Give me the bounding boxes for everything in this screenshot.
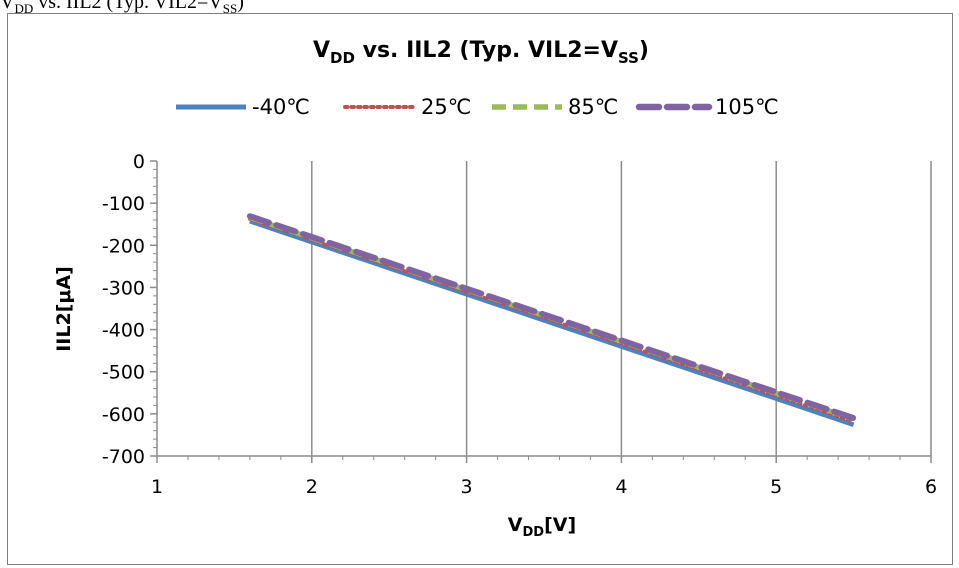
y-tick-label: -200 <box>102 235 145 257</box>
legend-label: 85℃ <box>568 95 618 119</box>
axes <box>150 160 932 463</box>
legend-label: 25℃ <box>421 95 471 119</box>
series-line <box>246 213 857 422</box>
plot-area <box>246 213 857 427</box>
chart-title: VDD vs. IIL2 (Typ. VIL2=VSS) <box>313 38 649 67</box>
y-tick-label: -300 <box>102 277 145 299</box>
y-tick-label: -500 <box>102 362 145 384</box>
x-tick-label: 2 <box>306 476 318 498</box>
legend-label: -40℃ <box>252 95 310 119</box>
legend-label: 105℃ <box>715 95 779 119</box>
y-tick-label: -700 <box>102 446 145 468</box>
y-tick-label: -400 <box>102 320 145 342</box>
y-tick-label: 0 <box>133 151 145 173</box>
y-axis-title: IIL2[μA] <box>53 266 75 352</box>
x-tick-label: 4 <box>615 476 627 498</box>
y-tick-label: -600 <box>102 404 145 426</box>
grid <box>311 161 932 456</box>
x-tick-label: 3 <box>461 476 473 498</box>
x-tick-label: 6 <box>925 476 937 498</box>
legend: -40℃ 25℃ 85℃ 105℃ <box>176 95 779 119</box>
x-axis-title: VDD[V] <box>508 514 576 540</box>
y-tick-label: -100 <box>102 193 145 215</box>
x-tick-label: 5 <box>770 476 782 498</box>
tick-labels: 1 2 3 4 5 6 0 -100 -200 -300 -400 -500 -600 -700 <box>102 151 937 498</box>
x-tick-label: 1 <box>151 476 163 498</box>
series-line <box>249 219 855 427</box>
figure-caption: VDD vs. IIL2 (Typ. VIL2=VSS) <box>0 0 244 16</box>
chart-frame <box>7 13 953 565</box>
